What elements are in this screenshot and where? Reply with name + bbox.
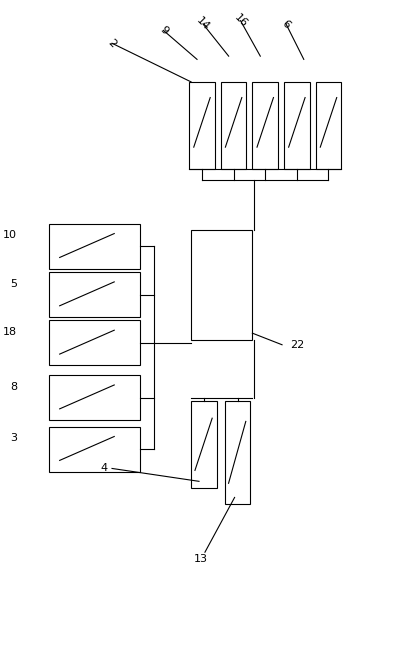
Bar xyxy=(49,272,139,317)
Text: 4: 4 xyxy=(100,463,107,474)
Bar xyxy=(315,82,341,169)
Text: 6: 6 xyxy=(279,18,291,30)
Text: 13: 13 xyxy=(194,554,207,564)
Bar xyxy=(189,82,214,169)
Text: 16: 16 xyxy=(232,12,248,29)
Text: 2: 2 xyxy=(106,38,118,49)
Bar xyxy=(49,375,139,420)
Bar xyxy=(49,426,139,472)
Text: 3: 3 xyxy=(10,433,17,443)
Text: 5: 5 xyxy=(10,279,17,289)
Text: 8: 8 xyxy=(10,382,17,391)
Bar xyxy=(49,320,139,366)
Bar xyxy=(220,82,246,169)
Text: 9: 9 xyxy=(157,25,169,36)
Text: 22: 22 xyxy=(289,340,303,350)
Bar xyxy=(284,82,309,169)
Text: 14: 14 xyxy=(194,16,211,32)
Bar xyxy=(224,400,250,504)
Bar xyxy=(49,224,139,269)
Bar xyxy=(252,82,277,169)
Bar xyxy=(191,400,216,488)
Text: 10: 10 xyxy=(3,230,17,240)
Text: 18: 18 xyxy=(3,327,17,337)
Bar xyxy=(191,230,252,340)
